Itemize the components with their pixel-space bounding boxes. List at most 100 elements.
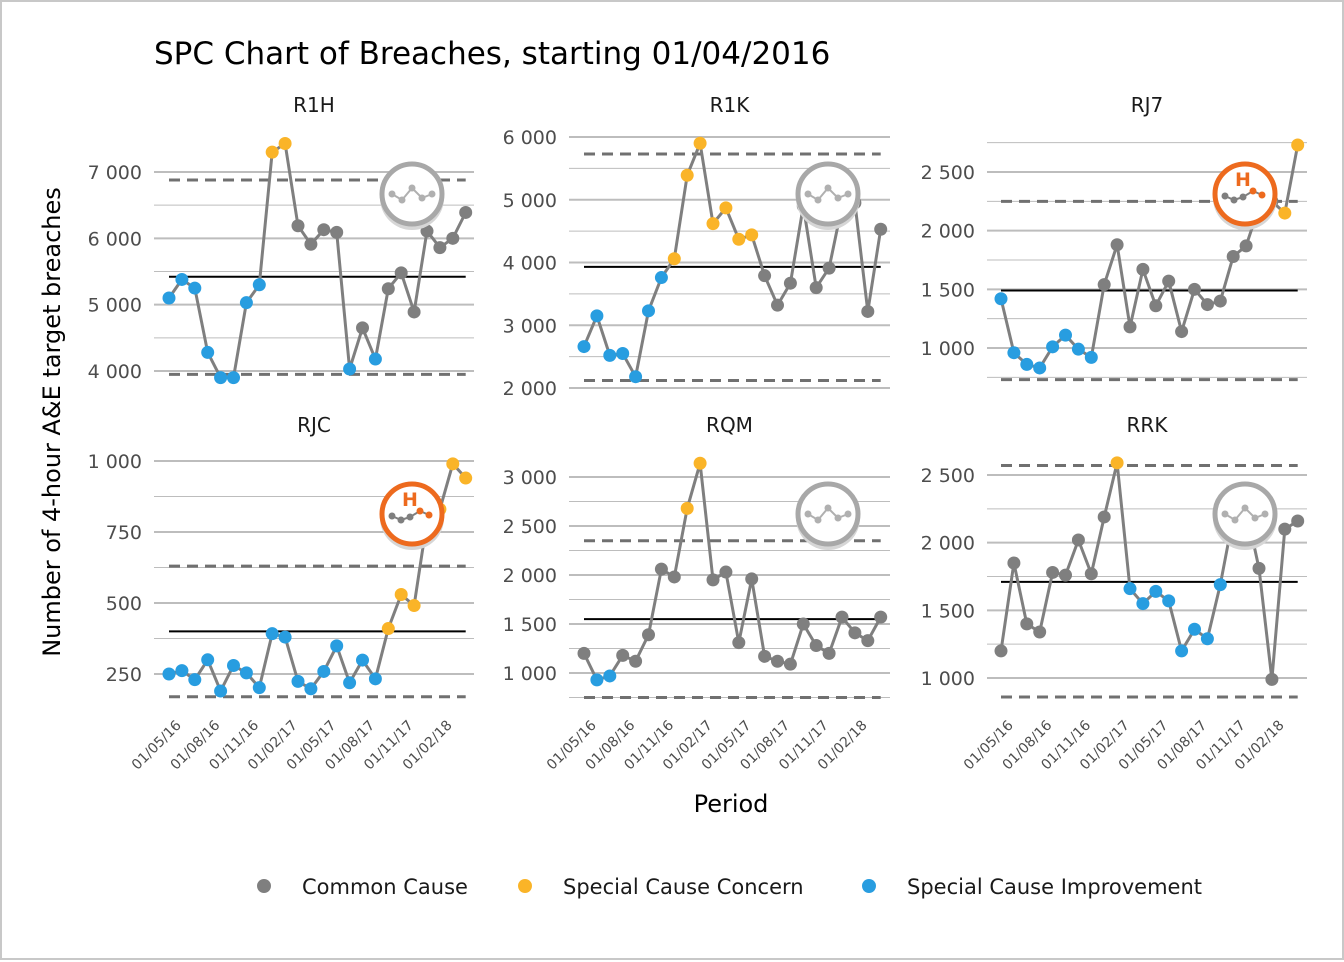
- data-point: [771, 654, 784, 668]
- data-point: [291, 219, 305, 233]
- icon-dot: [1261, 510, 1269, 518]
- data-point: [252, 278, 266, 292]
- common-cause-variation-icon: [795, 481, 861, 550]
- data-point: [603, 669, 617, 683]
- data-point: [745, 572, 759, 586]
- data-point: [577, 646, 591, 660]
- panel-title: R1K: [710, 93, 751, 117]
- icon-dot: [1241, 504, 1249, 512]
- data-point: [1291, 138, 1305, 152]
- y-axis-label: Number of 4-hour A&E target breaches: [38, 187, 66, 657]
- data-point: [1007, 346, 1021, 360]
- data-point: [1162, 594, 1176, 608]
- common-cause-variation-icon: [1212, 481, 1278, 550]
- data-point: [1278, 206, 1292, 220]
- data-point: [719, 201, 733, 215]
- icon-dot: [804, 510, 812, 518]
- data-point: [654, 562, 668, 576]
- data-point: [330, 639, 344, 653]
- y-tick-label: 2 500: [503, 516, 557, 538]
- data-point: [667, 252, 681, 266]
- special-cause-concern-high-icon: H: [379, 481, 445, 550]
- data-point: [1071, 342, 1085, 356]
- y-tick-label: 1 000: [88, 451, 142, 473]
- data-point: [1226, 249, 1240, 263]
- data-point: [381, 282, 395, 296]
- icon-dot: [834, 514, 842, 522]
- data-point: [680, 168, 694, 182]
- y-tick-label: 6 000: [503, 127, 557, 149]
- data-point: [1213, 578, 1227, 592]
- icon-dot: [1231, 516, 1239, 524]
- data-point: [227, 658, 240, 672]
- data-point: [577, 340, 591, 354]
- icon-dot: [834, 194, 842, 202]
- data-point: [420, 224, 434, 238]
- icon-dot: [1221, 510, 1229, 518]
- data-point: [278, 630, 292, 644]
- legend-marker-improvement: [862, 879, 876, 893]
- data-point: [590, 309, 604, 323]
- data-point: [446, 231, 460, 245]
- data-point: [796, 617, 810, 631]
- y-tick-label: 750: [106, 522, 142, 544]
- data-point: [861, 304, 875, 318]
- y-tick-label: 1 500: [921, 279, 975, 301]
- data-point: [1007, 556, 1021, 570]
- data-point: [783, 657, 797, 671]
- data-point: [1020, 357, 1034, 371]
- icon-dot: [1239, 193, 1247, 201]
- data-point: [394, 587, 408, 601]
- data-point: [1136, 597, 1150, 611]
- data-point: [356, 653, 369, 667]
- data-point: [629, 370, 643, 384]
- data-point: [459, 205, 473, 219]
- data-point: [1059, 568, 1072, 582]
- data-point: [693, 136, 707, 150]
- data-point: [680, 501, 694, 515]
- y-tick-label: 6 000: [88, 228, 142, 250]
- data-point: [433, 241, 447, 255]
- data-point: [994, 292, 1008, 306]
- panel-title: RQM: [706, 413, 753, 437]
- icon-dot: [388, 190, 396, 198]
- icon-dot: [1249, 187, 1257, 195]
- icon-dot: [844, 190, 852, 198]
- y-tick-label: 5 000: [503, 190, 557, 212]
- icon-dot: [1258, 191, 1266, 199]
- data-point: [162, 291, 176, 305]
- data-point: [1252, 561, 1266, 575]
- data-point: [304, 237, 318, 251]
- data-point: [265, 627, 279, 641]
- data-point: [459, 471, 473, 485]
- data-point: [407, 599, 421, 613]
- data-point: [1097, 278, 1111, 292]
- data-point: [175, 272, 189, 286]
- icon-dot: [814, 196, 822, 204]
- data-point: [201, 345, 215, 359]
- data-point: [745, 228, 759, 242]
- icon-ring: [1212, 481, 1278, 547]
- icon-dot: [406, 513, 414, 521]
- data-point: [1123, 320, 1137, 334]
- data-point: [1149, 299, 1163, 313]
- data-point: [629, 654, 643, 668]
- data-point: [239, 296, 253, 310]
- y-tick-label: 3 000: [503, 315, 557, 337]
- legend-marker-common: [257, 879, 271, 893]
- y-tick-label: 1 000: [503, 663, 557, 685]
- data-point: [214, 684, 228, 698]
- data-point: [1162, 274, 1176, 288]
- y-tick-label: 2 000: [503, 378, 557, 400]
- data-point: [330, 225, 344, 239]
- panel-title: R1H: [293, 93, 335, 117]
- y-tick-label: 7 000: [88, 162, 142, 184]
- data-point: [1084, 567, 1098, 581]
- data-point: [874, 610, 888, 624]
- panel-title: RJC: [297, 413, 331, 437]
- icon-letter: H: [1235, 169, 1251, 191]
- data-point: [214, 371, 228, 385]
- data-point: [356, 321, 369, 335]
